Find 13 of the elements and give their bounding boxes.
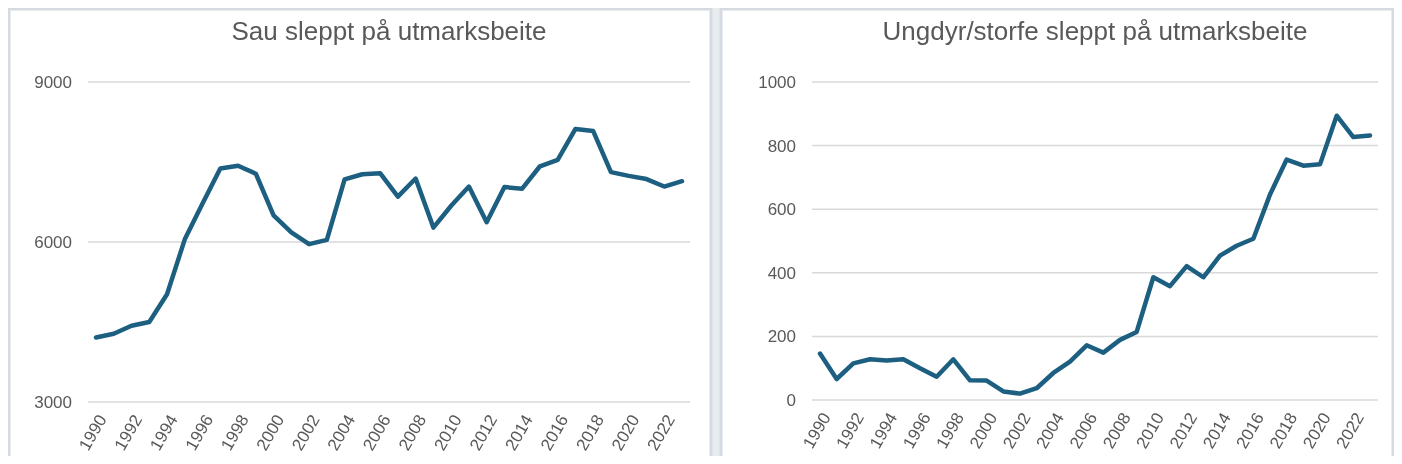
y-tick-label: 9000 — [34, 72, 72, 92]
y-tick-label: 0 — [786, 390, 796, 410]
y-tick-label: 200 — [767, 327, 796, 347]
y-tick-label: 400 — [767, 263, 796, 283]
y-tick-label: 800 — [767, 136, 796, 156]
y-tick-label: 3000 — [34, 392, 72, 412]
y-tick-label: 6000 — [34, 232, 72, 252]
chart-title: Ungdyr/storfe sleppt på utmarksbeite — [882, 16, 1308, 46]
y-tick-label: 600 — [767, 200, 796, 220]
chart-title: Sau sleppt på utmarksbeite — [231, 16, 547, 46]
line-series — [817, 113, 1373, 396]
line-series — [93, 126, 685, 340]
y-tick-label: 1000 — [758, 72, 796, 92]
